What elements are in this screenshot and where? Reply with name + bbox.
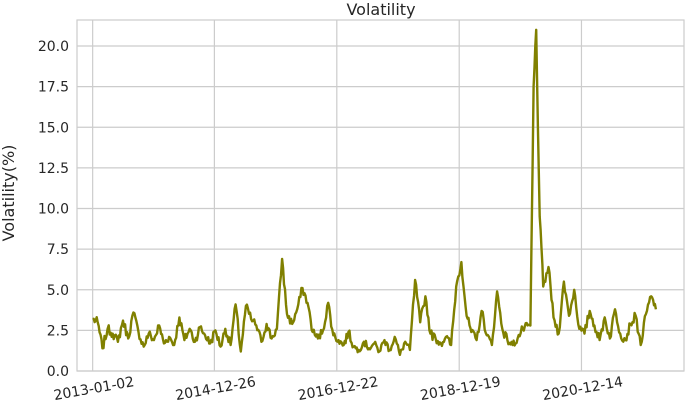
y-tick-label: 5.0 <box>47 283 69 299</box>
volatility-line <box>92 28 658 356</box>
y-tick-label: 15.0 <box>38 120 69 136</box>
chart-title: Volatility <box>346 0 415 19</box>
x-tick-label: 2020-12-14 <box>541 374 624 404</box>
y-tick-label: 10.0 <box>38 202 69 218</box>
y-tick-label: 20.0 <box>38 39 69 55</box>
y-tick-label: 0.0 <box>47 364 69 380</box>
plot-frame <box>76 19 685 372</box>
x-tick-label: 2018-12-19 <box>419 374 502 404</box>
y-tick-label: 12.5 <box>38 161 69 177</box>
y-tick-label: 7.5 <box>47 242 69 258</box>
y-axis-label: Volatility(%) <box>0 145 18 242</box>
x-tick-label: 2016-12-22 <box>297 374 380 404</box>
y-tick-label: 2.5 <box>47 323 69 339</box>
y-tick-label: 17.5 <box>38 80 69 96</box>
x-tick-label: 2014-12-26 <box>174 374 257 404</box>
grid <box>77 20 684 372</box>
series-layer <box>92 28 658 356</box>
